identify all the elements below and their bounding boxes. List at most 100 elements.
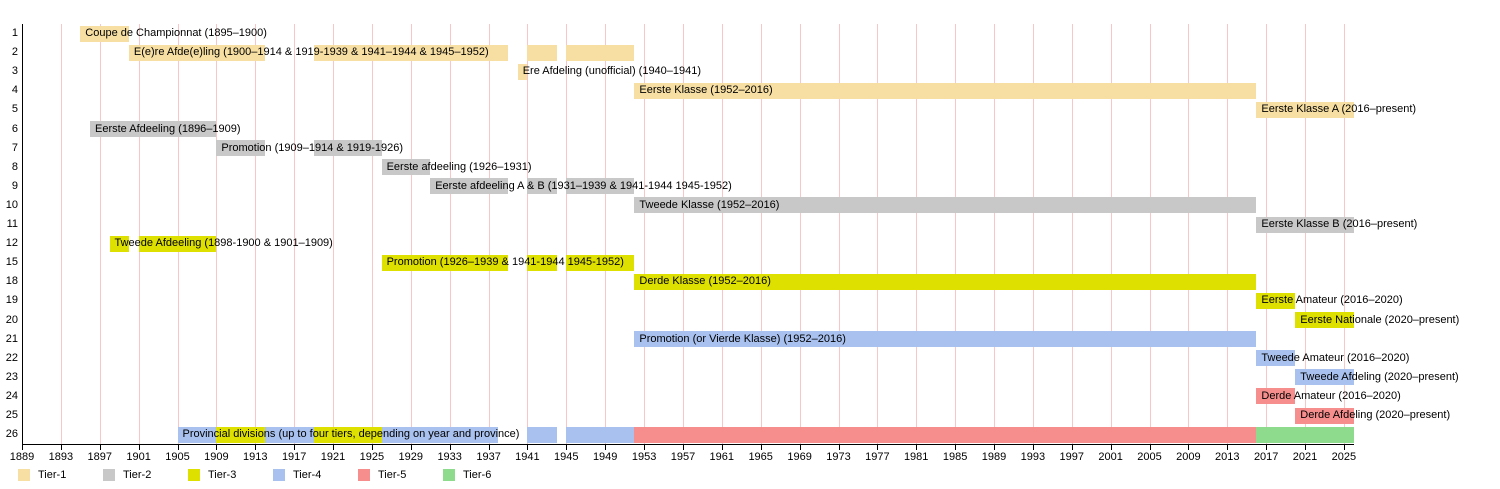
bar-row2-seg3	[566, 44, 635, 61]
legend-item-tier4: Tier-4	[273, 468, 353, 482]
row-number-21: 21	[5, 332, 18, 345]
bar-row26-seg1	[216, 426, 265, 443]
x-axis-line	[22, 444, 1354, 446]
gridline-1893	[60, 24, 62, 445]
bar-row8-seg0	[381, 159, 431, 176]
legend-label-tier6: Tier-6	[463, 469, 492, 482]
row-number-1: 1	[11, 27, 18, 39]
bar-label-row22: Tweede Amateur (2016–2020)	[1261, 351, 1410, 364]
bar-row2-seg2	[527, 44, 557, 61]
bar-row26-seg4	[381, 426, 499, 443]
bar-label-row7: Promotion (1909–1914 & 1919-1926)	[221, 141, 404, 154]
x-axis-tick-1897	[99, 445, 101, 451]
bar-row11-seg0	[1256, 216, 1354, 233]
legend-label-tier5: Tier-5	[378, 469, 407, 482]
x-axis-tick-1953	[644, 445, 646, 451]
row-number-15: 15	[5, 256, 18, 269]
bar-row15-seg1	[527, 254, 557, 271]
x-axis-label-1949: 1949	[592, 451, 618, 464]
x-axis-label-1925: 1925	[359, 451, 385, 464]
x-axis-label-1965: 1965	[748, 451, 773, 464]
x-axis-tick-1929	[410, 445, 412, 451]
bar-row9-seg0	[430, 178, 508, 195]
bar-row6-seg0	[90, 121, 217, 137]
x-axis-label-1909: 1909	[204, 451, 229, 464]
x-axis-tick-2001	[1110, 445, 1112, 451]
bar-row23-seg0	[1295, 369, 1354, 386]
row-number-11: 11	[6, 218, 18, 230]
gridline-1917	[294, 24, 296, 445]
legend-label-tier2: Tier-2	[123, 469, 152, 482]
legend-label-tier1: Tier-1	[38, 469, 67, 482]
x-axis-label-1929: 1929	[398, 451, 424, 464]
x-axis-tick-1913	[255, 445, 257, 451]
x-axis-label-2025: 2025	[1331, 451, 1357, 464]
x-axis-label-1953: 1953	[631, 451, 657, 464]
x-axis-label-1921: 1921	[320, 451, 346, 464]
bar-row26-seg7	[634, 426, 1257, 443]
bar-row10-seg0	[634, 197, 1257, 214]
bar-label-row18: Derde Klasse (1952–2016)	[639, 275, 771, 288]
bar-label-row5: Eerste Klasse A (2016–present)	[1261, 103, 1417, 116]
x-axis-label-1997: 1997	[1059, 451, 1085, 464]
bar-label-row26: Provincial divisions (up to four tiers, …	[182, 428, 520, 441]
x-axis-tick-1997	[1071, 445, 1073, 451]
gridline-1905	[177, 24, 179, 445]
row-number-12: 12	[5, 237, 18, 250]
x-axis-tick-2017	[1266, 445, 1268, 451]
legend-swatch-tier2	[103, 469, 115, 482]
x-axis-tick-1969	[799, 445, 801, 451]
legend-item-tier1: Tier-1	[18, 468, 98, 482]
x-axis-label-1913: 1913	[243, 451, 268, 464]
gridline-1941	[527, 24, 529, 445]
x-axis-tick-1889	[22, 445, 23, 451]
row-number-22: 22	[5, 351, 18, 364]
gridline-2017	[1266, 24, 1268, 445]
gridline-1989	[994, 24, 995, 445]
bar-row26-seg8	[1256, 426, 1354, 443]
bar-row20-seg0	[1295, 312, 1354, 328]
x-axis-label-1957: 1957	[670, 451, 696, 464]
bar-label-row24: Derde Amateur (2016–2020)	[1261, 389, 1401, 402]
bar-row26-seg2	[265, 426, 314, 443]
x-axis-label-1973: 1973	[826, 451, 851, 464]
gridline-1913	[255, 24, 257, 445]
gridline-1977	[877, 24, 879, 445]
row-number-24: 24	[5, 389, 18, 402]
row-number-10: 10	[5, 198, 18, 211]
gridline-1973	[838, 24, 840, 445]
legend-swatch-tier4	[273, 469, 285, 482]
x-axis-tick-1945	[566, 445, 568, 451]
row-number-5: 5	[11, 103, 18, 116]
row-number-19: 19	[5, 294, 18, 307]
bar-row5-seg0	[1256, 101, 1354, 118]
bar-label-row12: Tweede Afdeeling (1898-1900 & 1901–1909)	[114, 237, 333, 250]
x-axis-tick-1989	[994, 445, 995, 451]
x-axis-label-1989: 1989	[981, 451, 1007, 464]
legend-swatch-tier1	[18, 469, 30, 482]
x-axis-tick-1949	[605, 445, 607, 451]
x-axis-label-1905: 1905	[165, 451, 190, 464]
gridline-1945	[566, 24, 568, 445]
x-axis-tick-1917	[294, 445, 296, 451]
row-number-23: 23	[5, 370, 18, 383]
legend-item-tier5: Tier-5	[358, 468, 438, 482]
bar-label-row3: Ere Afdeling (unofficial) (1940–1941)	[522, 65, 702, 78]
x-axis-tick-1981	[916, 445, 918, 451]
x-axis-tick-2025	[1343, 445, 1345, 451]
bar-row26-seg0	[177, 426, 217, 443]
bar-row15-seg2	[566, 254, 635, 271]
bar-label-row23: Tweede Afdeling (2020–present)	[1300, 370, 1459, 383]
legend-label-tier4: Tier-4	[293, 469, 322, 482]
row-number-4: 4	[11, 84, 18, 97]
gridline-1925	[371, 24, 373, 445]
bar-row9-seg1	[527, 178, 557, 195]
bar-label-row1: Coupe de Championnat (1895–1900)	[85, 27, 267, 39]
x-axis-label-1977: 1977	[865, 451, 890, 464]
bar-label-row15: Promotion (1926–1939 & 1941-1944 1945-19…	[386, 256, 624, 269]
x-axis-label-1981: 1981	[903, 451, 929, 464]
gridline-1997	[1071, 24, 1073, 445]
x-axis-tick-1925	[371, 445, 373, 451]
gridline-1897	[99, 24, 101, 445]
x-axis-label-1933: 1933	[437, 451, 462, 464]
